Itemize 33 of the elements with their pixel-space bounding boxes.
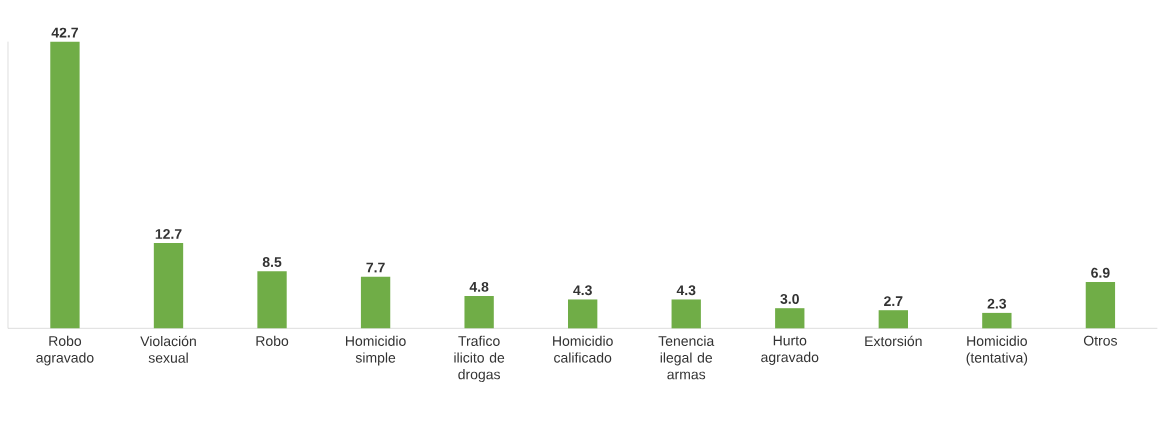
- x-tick-label: Trafico ilicito de drogas: [454, 335, 505, 383]
- x-tick-label: Homicidio calificado: [553, 335, 613, 363]
- bar: [50, 41, 80, 329]
- x-tick-label: Hurto agravado: [761, 335, 819, 365]
- bar: [464, 296, 494, 329]
- data-label: 4.3: [676, 285, 696, 296]
- bar: [878, 310, 908, 329]
- data-label: 3.0: [780, 294, 799, 304]
- bar: [1085, 282, 1116, 329]
- bar: [257, 271, 287, 329]
- x-tick-label: Tenencia ilegal de armas: [658, 335, 715, 380]
- bar: [153, 243, 184, 329]
- x-tick-label: Homicidio (tentativa): [966, 335, 1028, 366]
- data-label: 7.7: [366, 262, 385, 273]
- bar: [360, 276, 391, 329]
- x-tick-label: Robo: [256, 335, 289, 346]
- x-tick-label: Extorsión: [865, 335, 922, 347]
- data-label: 8.5: [262, 257, 282, 268]
- data-label: 4.3: [573, 285, 592, 296]
- data-label: 42.7: [51, 27, 78, 38]
- data-label: 6.9: [1091, 267, 1110, 278]
- data-label: 2.3: [987, 298, 1007, 309]
- data-label: 12.7: [155, 229, 182, 239]
- data-label: 4.8: [469, 281, 489, 292]
- x-tick-label: Homicidio simple: [346, 335, 406, 366]
- bar: [982, 312, 1012, 329]
- data-label: 2.7: [884, 296, 903, 306]
- x-tick-label: Otros: [1083, 335, 1117, 346]
- x-tick-label: Robo agravado: [36, 335, 94, 366]
- bar: [568, 299, 598, 329]
- x-tick-label: Violación sexual: [140, 335, 196, 363]
- bar: [775, 308, 805, 329]
- bar: [671, 299, 701, 329]
